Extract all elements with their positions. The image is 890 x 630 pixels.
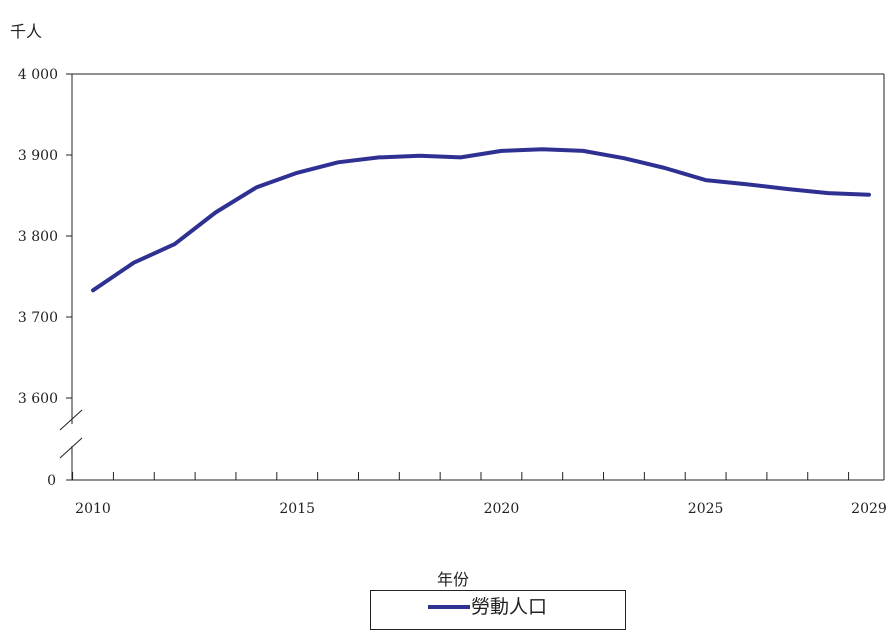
y-tick-label: 3 900 xyxy=(18,148,58,164)
axis-break-mark-upper xyxy=(60,410,82,430)
x-tick-label: 2020 xyxy=(484,501,520,517)
y-tick-label: 3 600 xyxy=(18,391,58,407)
x-axis-ticks: 2010 2015 2020 2025 2029 xyxy=(73,472,887,517)
series-line-labor-force xyxy=(93,149,869,290)
axis-break-mark-lower xyxy=(60,438,82,458)
x-tick-label: 2029 xyxy=(851,501,887,517)
legend: 勞動人口 xyxy=(370,590,626,630)
legend-label-labor-force: 勞動人口 xyxy=(471,592,547,619)
x-tick-label: 2025 xyxy=(688,501,724,517)
legend-swatch-labor-force xyxy=(428,605,470,609)
x-axis-title: 年份 xyxy=(437,566,469,590)
y-tick-label: 3 800 xyxy=(18,229,58,245)
y-tick-label: 3 700 xyxy=(18,310,58,326)
chart-axes xyxy=(60,74,884,480)
y-axis-ticks: 4 000 3 900 3 800 3 700 3 600 0 xyxy=(18,67,72,489)
x-tick-label: 2010 xyxy=(75,501,111,517)
x-tick-label: 2015 xyxy=(279,501,315,517)
y-break-label: 0 xyxy=(47,473,56,489)
y-tick-label: 4 000 xyxy=(18,67,58,83)
series-layer xyxy=(93,149,869,290)
